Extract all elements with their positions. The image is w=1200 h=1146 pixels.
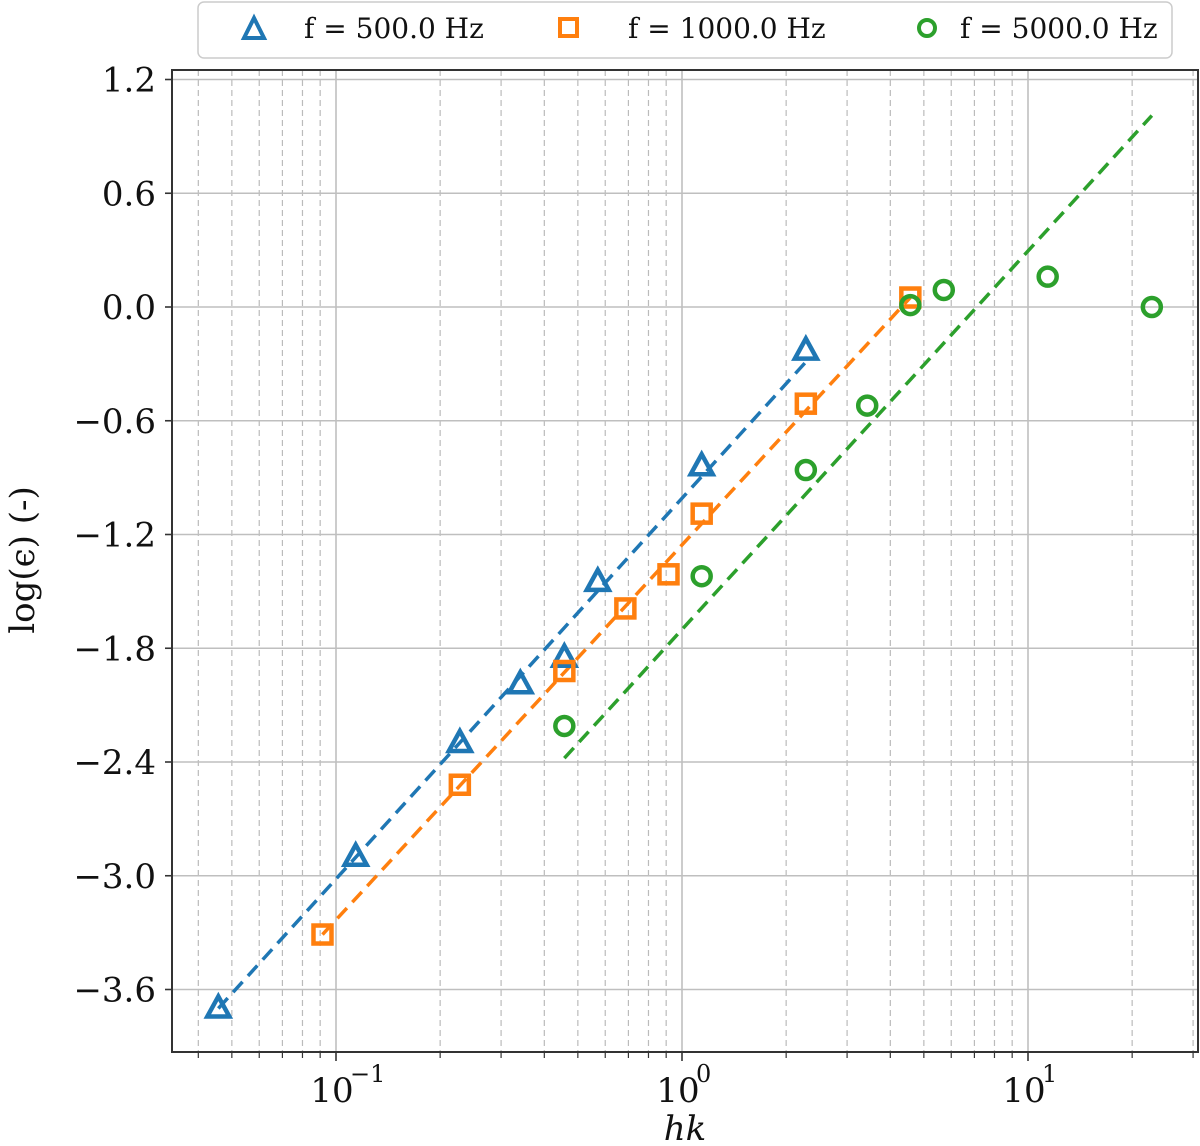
y-axis-ticks: 1.2 0.6 0.0 −0.6 −1.2 −1.8 −2.4 −3.0 −3.6: [73, 61, 172, 1011]
y-axis-label: log(ϵ) (-): [3, 486, 43, 634]
x-tick-label: 10: [310, 1071, 353, 1111]
square-marker-icon: [690, 502, 713, 525]
square-marker-icon: [794, 392, 818, 415]
circle-marker-icon: [553, 714, 576, 738]
minor-grid: [197, 70, 1194, 1052]
circle-marker-icon: [1036, 265, 1059, 288]
circle-marker-icon: [899, 293, 922, 317]
triangle-marker-icon: [203, 991, 234, 1019]
square-marker-icon: [553, 659, 576, 683]
major-grid: [172, 70, 1198, 1052]
circle-marker-icon: [1140, 295, 1164, 319]
legend-item-500hz: f = 500.0 Hz: [240, 12, 484, 45]
circle-marker-icon: [690, 564, 713, 588]
square-marker-icon: [657, 563, 680, 586]
y-tick-label: 0.6: [102, 174, 156, 214]
triangle-marker-icon: [582, 565, 613, 593]
legend-box: [197, 1, 1173, 59]
y-tick-label: −0.6: [73, 402, 156, 442]
circle-marker-icon: [917, 18, 937, 38]
triangle-marker-icon: [340, 840, 371, 868]
legend: f = 500.0 Hz f = 1000.0 Hz f = 5000.0 Hz: [197, 1, 1173, 59]
y-tick-label: −1.8: [73, 629, 156, 669]
x-axis-ticks: 10−1 100 101: [197, 1052, 1194, 1111]
triangle-marker-icon: [549, 641, 580, 668]
x-axis-label: hk: [664, 1109, 707, 1146]
data-markers: [203, 265, 1164, 1019]
square-marker-icon: [899, 286, 922, 309]
triangle-marker-icon: [445, 726, 475, 754]
triangle-marker-icon: [240, 13, 268, 40]
triangle-marker-icon: [505, 667, 536, 695]
x-tick-label: 10: [1002, 1071, 1045, 1111]
x-tick-exponent: −1: [350, 1060, 385, 1088]
plot-frame: [171, 69, 1199, 1053]
square-marker-icon: [614, 597, 637, 620]
square-marker-icon: [311, 923, 334, 946]
legend-label-5000hz: f = 5000.0 Hz: [960, 12, 1158, 45]
circle-marker-icon: [932, 278, 956, 302]
y-tick-label: −1.2: [73, 516, 156, 556]
circle-marker-icon: [794, 458, 818, 482]
circle-marker-icon: [855, 394, 879, 417]
y-tick-label: −3.0: [73, 857, 156, 897]
legend-label-1000hz: f = 1000.0 Hz: [628, 12, 826, 45]
fit-line: [321, 296, 912, 936]
triangle-marker-icon: [686, 449, 717, 477]
y-tick-label: 0.0: [102, 288, 156, 328]
x-tick-label: 10: [656, 1071, 699, 1111]
x-tick-exponent: 0: [696, 1060, 711, 1088]
legend-item-5000hz: f = 5000.0 Hz: [917, 12, 1158, 45]
x-tick-exponent: 1: [1042, 1060, 1057, 1088]
y-tick-label: −3.6: [73, 971, 156, 1011]
triangle-marker-icon: [791, 333, 821, 361]
square-marker-icon: [558, 17, 579, 38]
legend-item-1000hz: f = 1000.0 Hz: [558, 12, 826, 45]
square-marker-icon: [448, 773, 472, 796]
fit-line: [563, 114, 1154, 760]
y-tick-label: −2.4: [73, 743, 156, 783]
y-tick-label: 1.2: [102, 61, 156, 101]
legend-label-500hz: f = 500.0 Hz: [304, 12, 484, 45]
